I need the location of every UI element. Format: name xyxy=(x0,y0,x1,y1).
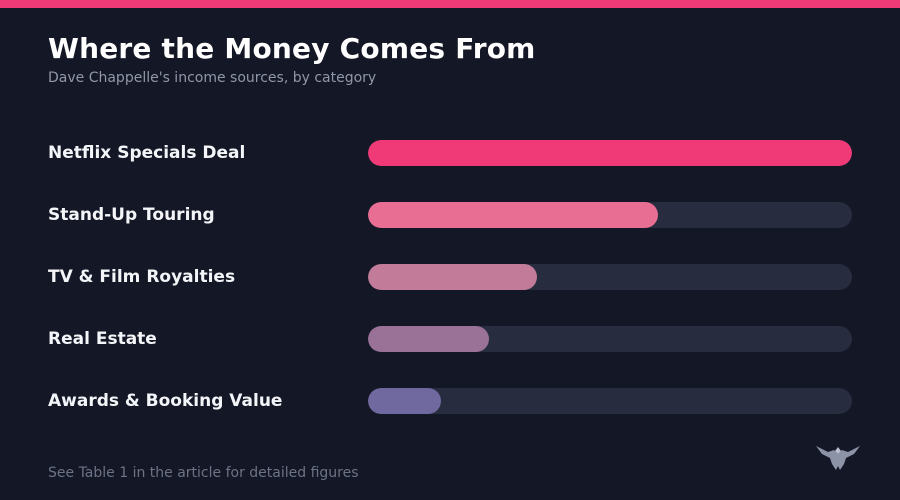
bar-label: TV & Film Royalties xyxy=(48,267,236,287)
bar-fill xyxy=(368,388,441,414)
bar-fill xyxy=(368,202,658,228)
bar-label: Awards & Booking Value xyxy=(48,391,283,411)
eagle-logo-icon xyxy=(816,446,860,470)
bar-row: Netflix Specials Deal xyxy=(0,140,900,166)
bar-track xyxy=(368,326,852,352)
chart-subtitle: Dave Chappelle's income sources, by cate… xyxy=(48,70,377,86)
top-accent-stripe xyxy=(0,0,900,8)
bar-fill xyxy=(368,326,489,352)
bar-fill xyxy=(368,140,852,166)
bar-track xyxy=(368,264,852,290)
bar-row: Stand-Up Touring xyxy=(0,202,900,228)
footnote: See Table 1 in the article for detailed … xyxy=(48,465,359,481)
bar-track xyxy=(368,388,852,414)
bar-label: Stand-Up Touring xyxy=(48,205,215,225)
bar-label: Real Estate xyxy=(48,329,157,349)
bar-row: Real Estate xyxy=(0,326,900,352)
bar-track xyxy=(368,140,852,166)
bar-row: TV & Film Royalties xyxy=(0,264,900,290)
bar-track xyxy=(368,202,852,228)
bar-row: Awards & Booking Value xyxy=(0,388,900,414)
bar-label: Netflix Specials Deal xyxy=(48,143,246,163)
chart-title: Where the Money Comes From xyxy=(48,32,536,65)
bar-fill xyxy=(368,264,537,290)
